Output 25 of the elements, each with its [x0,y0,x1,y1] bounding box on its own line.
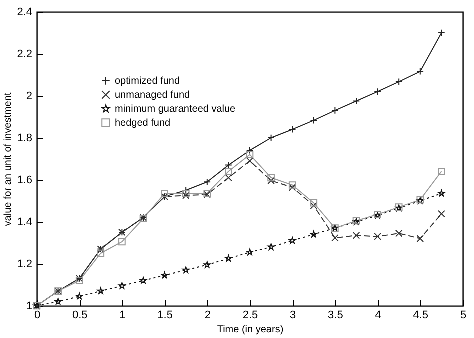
x-tick-label: 4 [375,310,382,322]
x-tick-label: 0 [34,310,41,322]
legend-label: hedged fund [115,118,171,129]
x-tick-label: 3 [290,310,296,322]
y-tick-label: 2 [26,90,32,102]
x-axis-title: Time (in years) [217,324,284,336]
y-tick-label: 1.8 [17,132,32,144]
y-axis-title: value for an unit of investment [3,92,14,226]
legend-label: minimum guaranteed value [115,104,236,115]
y-tick-label: 1 [26,300,32,312]
x-tick-label: 2 [204,310,211,322]
legend-label: unmanaged fund [115,90,190,101]
y-tick-label: 2.2 [17,48,32,60]
legend-label: optimized fund [115,76,180,87]
x-tick-label: 1 [120,310,126,322]
x-tick-label: 2.5 [242,310,258,322]
x-tick-label: 1.5 [158,310,173,322]
x-tick-label: 5 [460,310,467,322]
y-tick-label: 2.4 [17,6,32,18]
x-tick-label: 0.5 [72,310,88,322]
y-tick-label: 1.6 [17,174,32,186]
x-tick-label: 3.5 [328,310,344,322]
x-tick-label: 4.5 [413,310,429,322]
y-tick-label: 1.4 [17,216,32,228]
y-tick-label: 1.2 [17,258,32,270]
